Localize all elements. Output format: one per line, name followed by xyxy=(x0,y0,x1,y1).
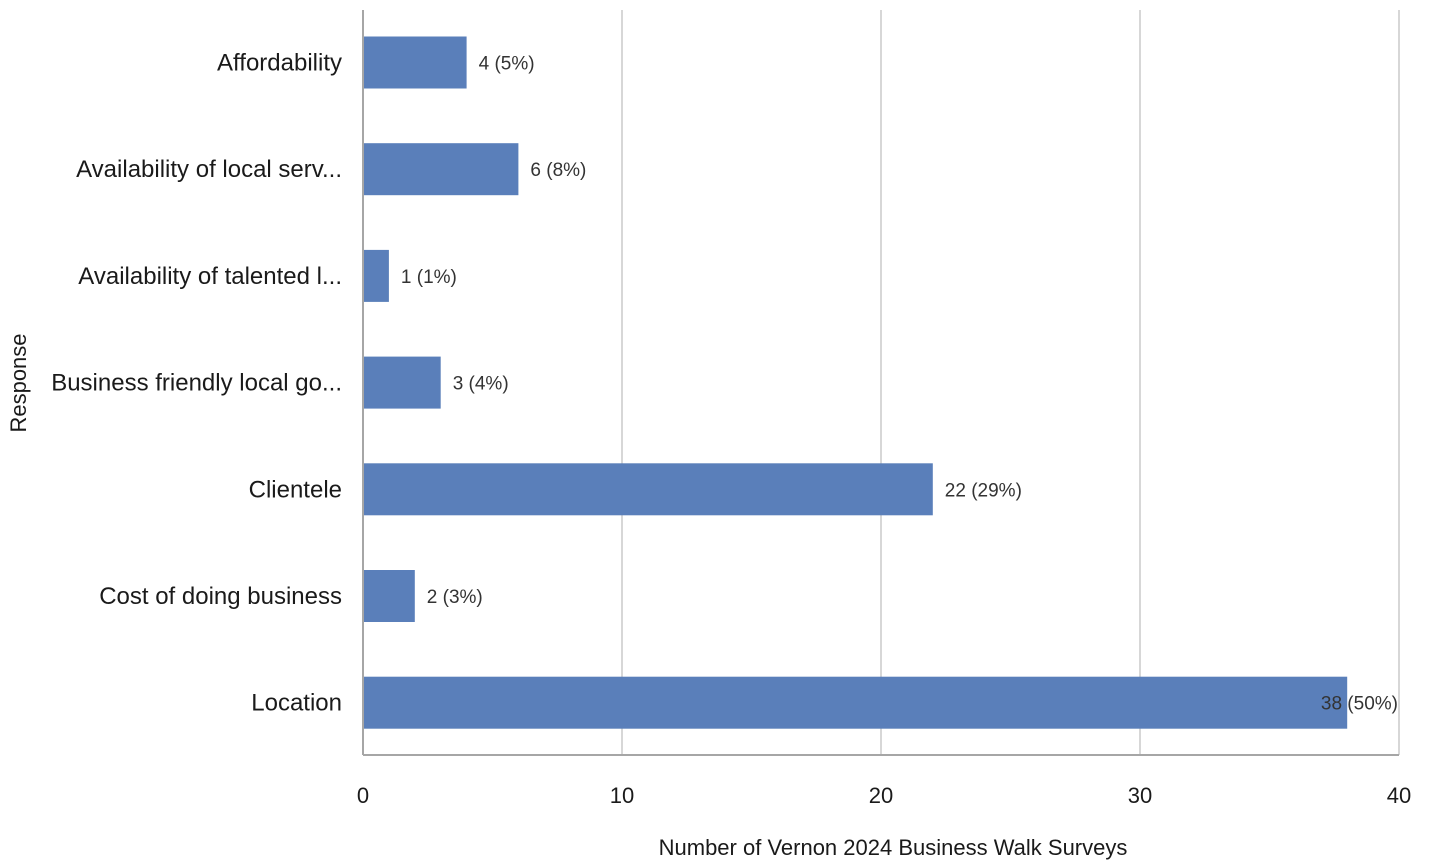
bar xyxy=(364,676,1348,729)
data-label: 6 (8%) xyxy=(530,160,586,181)
data-label: 4 (5%) xyxy=(479,54,535,75)
data-label: 1 (1%) xyxy=(401,267,457,288)
category-label: Availability of local serv... xyxy=(76,156,342,183)
category-label: Business friendly local go... xyxy=(51,370,342,397)
y-axis-title: Response xyxy=(6,333,31,432)
bar xyxy=(364,463,933,516)
category-label: Clientele xyxy=(249,476,342,503)
x-axis-title: Number of Vernon 2024 Business Walk Surv… xyxy=(659,835,1128,860)
category-label: Cost of doing business xyxy=(99,583,342,610)
bar xyxy=(364,356,441,409)
data-label: 22 (29%) xyxy=(945,480,1022,501)
category-label: Location xyxy=(251,690,342,717)
category-label: Availability of talented l... xyxy=(78,263,342,290)
x-tick-label: 20 xyxy=(869,783,893,808)
bar xyxy=(364,570,415,622)
bars xyxy=(364,36,1348,729)
x-tick-label: 10 xyxy=(610,783,634,808)
grid-lines xyxy=(621,10,1400,755)
bar xyxy=(364,249,389,302)
data-label: 3 (4%) xyxy=(453,374,509,395)
bar xyxy=(364,36,467,89)
axes xyxy=(362,10,1399,756)
x-tick-label: 40 xyxy=(1387,783,1411,808)
x-tick-label: 0 xyxy=(357,783,369,808)
data-label: 2 (3%) xyxy=(427,587,483,608)
data-label: 38 (50%) xyxy=(1321,694,1398,715)
labels: 0 10 20 30 40 Affordability 4 (5%) Availability… xyxy=(51,50,1411,809)
bar xyxy=(364,143,519,196)
category-label: Affordability xyxy=(217,50,342,77)
x-tick-label: 30 xyxy=(1128,783,1152,808)
